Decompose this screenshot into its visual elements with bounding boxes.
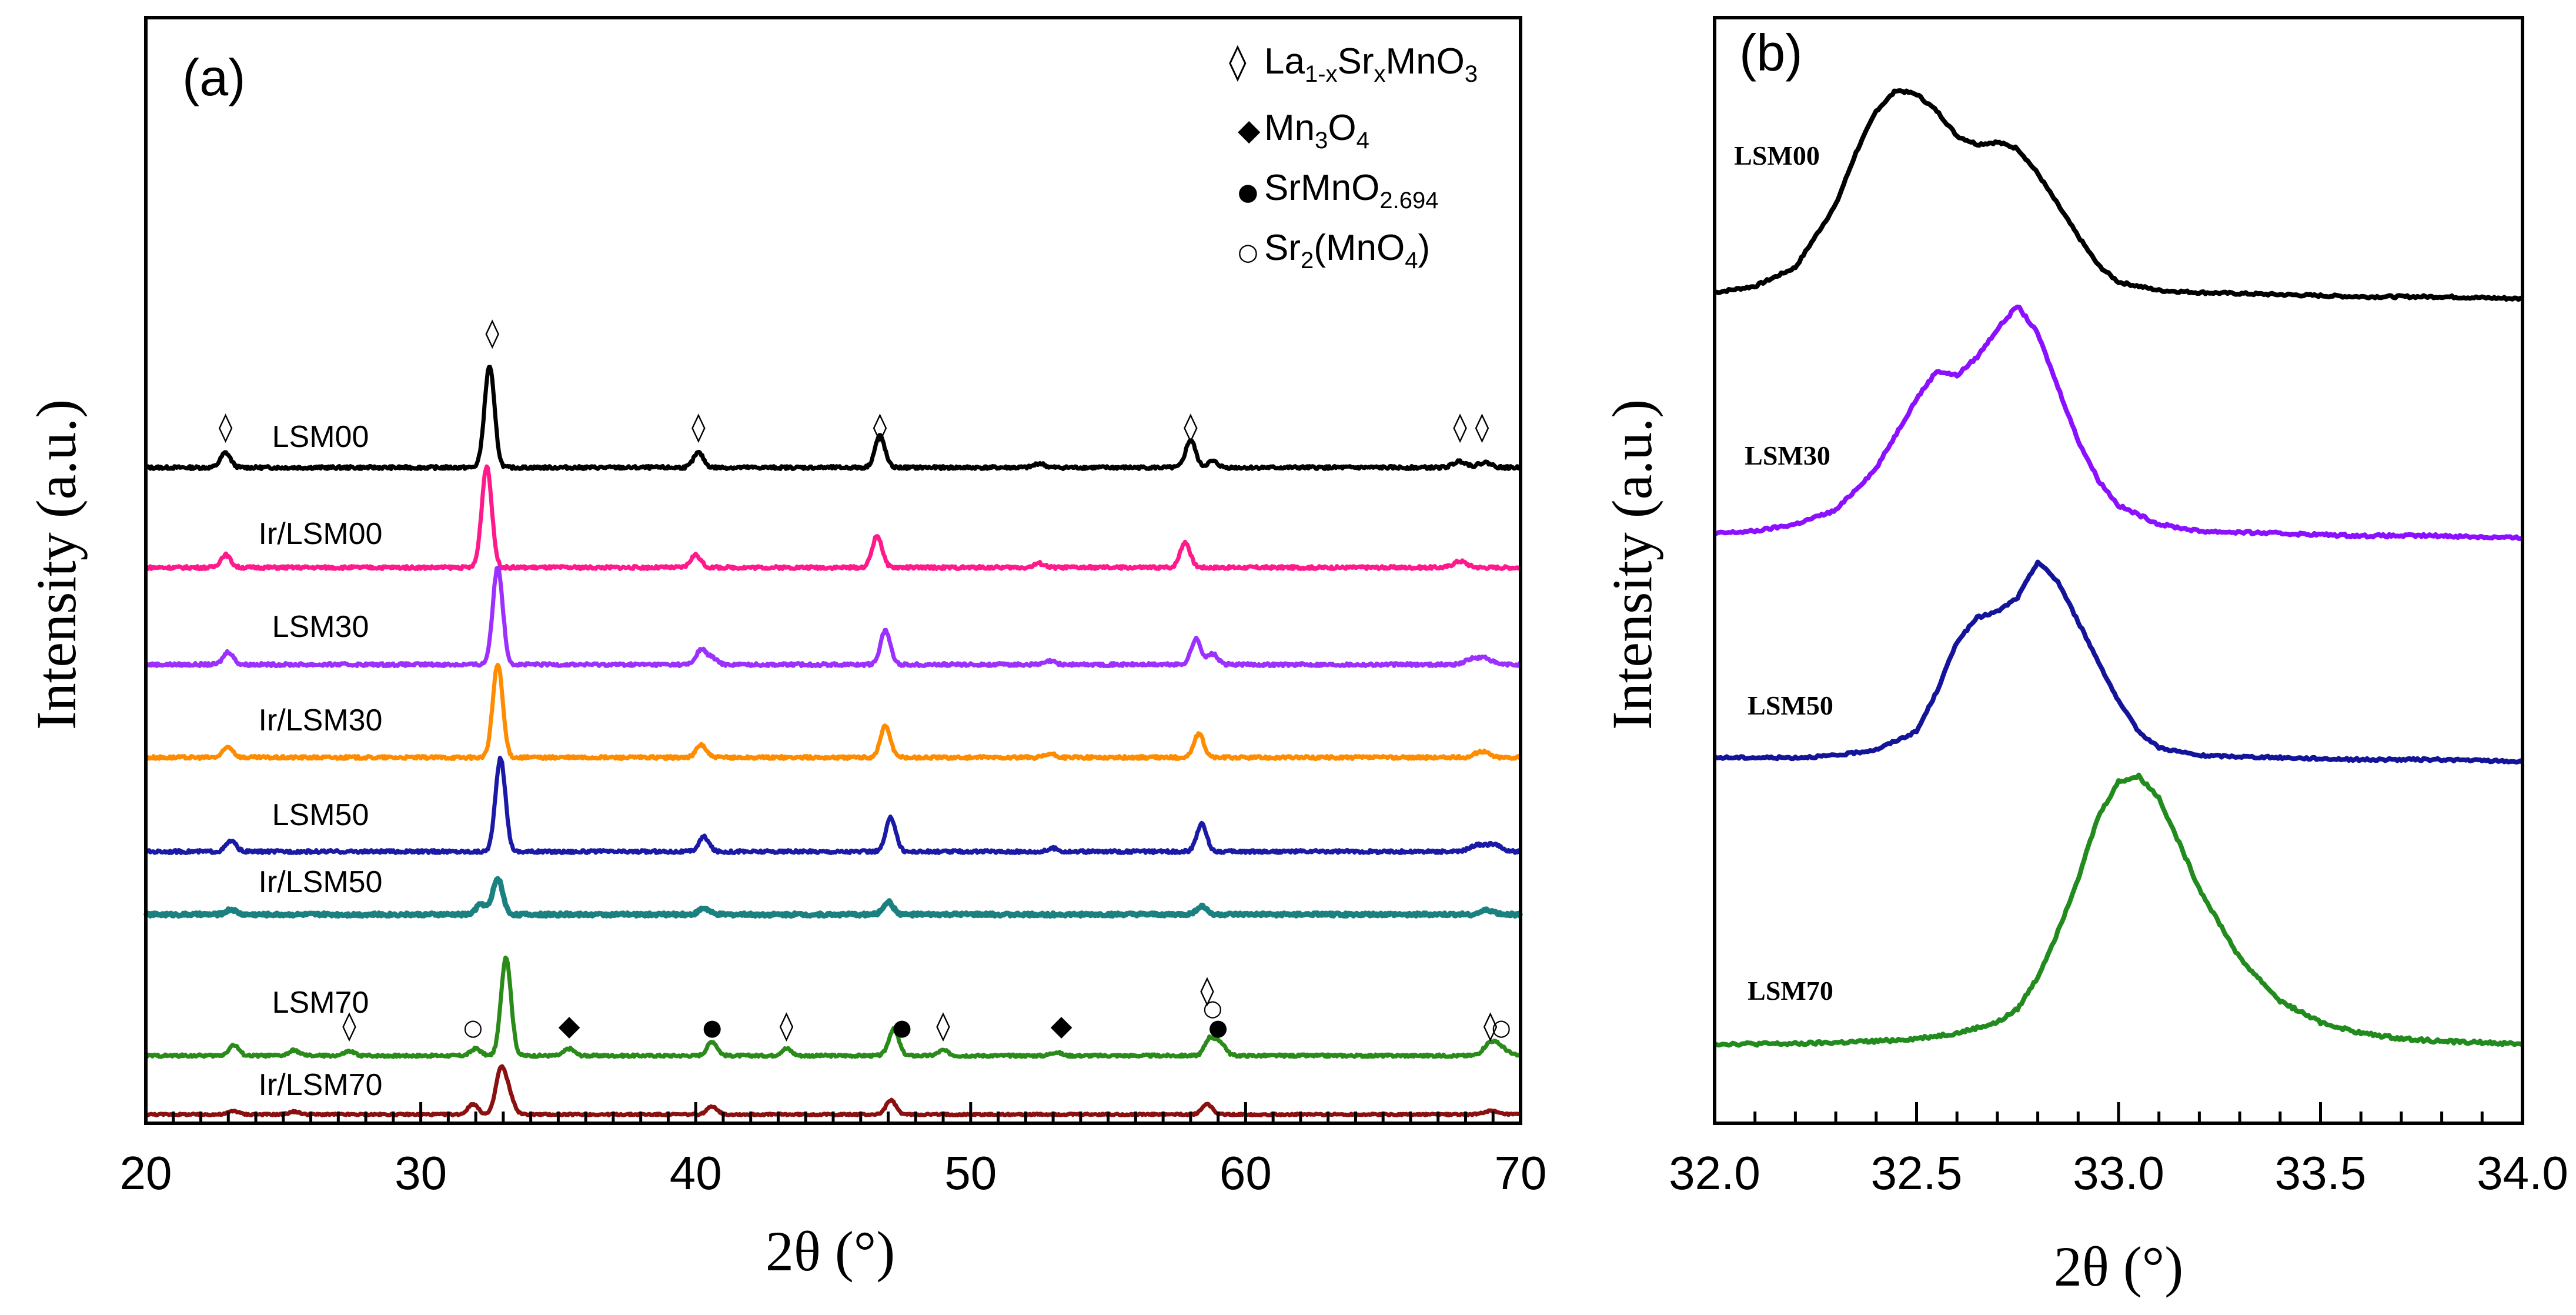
panel-a-legend: ◊ La1-xSrxMnO3 ◆ Mn3O4 ● SrMnO2.694 ○ Sr… bbox=[1229, 41, 1478, 273]
panel-b-x-tick-label: 33.5 bbox=[2275, 1147, 2367, 1199]
profile-line-lsm30 bbox=[1713, 304, 2524, 542]
phase-marker-open-circle-icon: ○ bbox=[1492, 1014, 1511, 1040]
panel-b-frame bbox=[1713, 16, 2524, 1125]
sample-label-a-ir-lsm50: Ir/LSM50 bbox=[259, 865, 383, 899]
legend-filled-circle-icon: ● bbox=[1238, 179, 1258, 206]
sample-label-b-lsm30: LSM30 bbox=[1745, 440, 1830, 470]
panel-a-series-group bbox=[143, 365, 1523, 1117]
sample-label-a-lsm70: LSM70 bbox=[272, 986, 369, 1020]
phase-marker-filled-circle-icon: ● bbox=[892, 1014, 911, 1040]
legend-entry-srmno: ● SrMnO2.694 bbox=[1238, 168, 1438, 213]
sample-label-a-lsm30: LSM30 bbox=[272, 610, 369, 644]
panel-a: LSM00 Ir/LSM00 LSM30 Ir/LSM30 LSM50 Ir/LSM50 L… bbox=[25, 16, 1547, 1283]
panel-a-y-axis-title: Intensity (a.u.) bbox=[25, 399, 88, 730]
legend-label-lsmo: La1-xSrxMnO3 bbox=[1264, 41, 1478, 87]
panel-a-x-tick-label: 60 bbox=[1219, 1147, 1272, 1199]
panel-b-x-tick-label: 34.0 bbox=[2477, 1147, 2568, 1199]
phase-marker-filled-diamond-icon: ◆ bbox=[559, 1009, 580, 1042]
phase-marker-open-diamond-icon: ◊ bbox=[1184, 410, 1198, 443]
pattern-line-lsm30 bbox=[144, 566, 1522, 668]
panel-a-x-tick-label: 40 bbox=[670, 1147, 722, 1199]
panel-a-label: (a) bbox=[182, 48, 246, 106]
sample-label-a-lsm00: LSM00 bbox=[272, 420, 369, 454]
sample-label-a-ir-lsm30: Ir/LSM30 bbox=[259, 703, 383, 737]
sample-label-b-lsm50: LSM50 bbox=[1748, 690, 1833, 720]
panel-a-x-tick-label: 50 bbox=[944, 1147, 997, 1199]
panel-a-x-tick-label: 30 bbox=[395, 1147, 447, 1199]
panel-b: LSM00 LSM30 LSM50 LSM70 32.0 32.5 33.0 33.5 34.… bbox=[1601, 16, 2568, 1298]
panel-b-x-ticks: 32.0 32.5 33.0 33.5 34.0 bbox=[1669, 1102, 2568, 1199]
phase-marker-open-diamond-icon: ◊ bbox=[1200, 974, 1214, 1007]
panel-b-x-tick-label: 32.5 bbox=[1871, 1147, 1963, 1199]
phase-marker-open-diamond-icon: ◊ bbox=[936, 1009, 950, 1042]
phase-marker-filled-circle-icon: ● bbox=[1208, 1014, 1228, 1040]
phase-marker-open-diamond-icon: ◊ bbox=[691, 410, 706, 443]
phase-marker-filled-diamond-icon: ◆ bbox=[1051, 1009, 1073, 1042]
profile-line-lsm70 bbox=[1714, 772, 2524, 1048]
pattern-line-ir-lsm30 bbox=[144, 663, 1522, 761]
legend-label-sr2mno4: Sr2(MnO4) bbox=[1264, 228, 1430, 273]
phase-marker-open-diamond-icon: ◊ bbox=[485, 316, 499, 349]
panel-b-x-tick-label: 33.0 bbox=[2073, 1147, 2164, 1199]
phase-marker-open-diamond-icon: ◊ bbox=[1475, 410, 1489, 443]
profile-line-lsm50 bbox=[1713, 559, 2524, 765]
panel-a-x-ticks: 20 30 40 50 60 70 bbox=[120, 1102, 1547, 1199]
legend-filled-diamond-icon: ◆ bbox=[1238, 113, 1261, 147]
pattern-line-ir-lsm50 bbox=[143, 876, 1523, 919]
panel-a-x-tick-label: 20 bbox=[120, 1147, 172, 1199]
sample-label-a-ir-lsm00: Ir/LSM00 bbox=[259, 517, 383, 551]
pattern-line-ir-lsm00 bbox=[145, 464, 1522, 571]
phase-marker-open-diamond-icon: ◊ bbox=[219, 410, 233, 443]
sample-label-a-lsm50: LSM50 bbox=[272, 798, 369, 832]
legend-open-diamond-icon: ◊ bbox=[1229, 41, 1247, 82]
phase-marker-open-diamond-icon: ◊ bbox=[1453, 410, 1467, 443]
phase-marker-open-circle-icon: ○ bbox=[463, 1014, 483, 1040]
panel-b-y-axis-title: Intensity (a.u.) bbox=[1601, 399, 1663, 730]
legend-label-mn3o4: Mn3O4 bbox=[1264, 108, 1369, 153]
panel-b-label: (b) bbox=[1739, 24, 1803, 82]
legend-label-srmno: SrMnO2.694 bbox=[1264, 168, 1438, 213]
panel-a-sample-labels: LSM00 Ir/LSM00 LSM30 Ir/LSM30 LSM50 Ir/LSM50 L… bbox=[259, 420, 383, 1102]
pattern-line-lsm70 bbox=[143, 955, 1522, 1059]
phase-marker-open-diamond-icon: ◊ bbox=[1484, 1009, 1498, 1042]
sample-label-a-ir-lsm70: Ir/LSM70 bbox=[259, 1068, 383, 1102]
phase-marker-open-diamond-icon: ◊ bbox=[873, 410, 887, 443]
panel-a-x-axis-title: 2θ (°) bbox=[766, 1220, 895, 1283]
phase-marker-open-diamond-icon: ◊ bbox=[780, 1009, 794, 1042]
phase-marker-filled-circle-icon: ● bbox=[703, 1014, 722, 1040]
legend-entry-mn3o4: ◆ Mn3O4 bbox=[1238, 108, 1369, 153]
panel-a-x-tick-label: 70 bbox=[1495, 1147, 1547, 1199]
phase-marker-open-diamond-icon: ◊ bbox=[342, 1009, 356, 1042]
legend-open-circle-icon: ○ bbox=[1238, 239, 1258, 266]
panel-b-x-axis-title: 2θ (°) bbox=[2054, 1235, 2183, 1298]
panel-b-series-group bbox=[1713, 88, 2524, 1048]
sample-label-b-lsm00: LSM00 bbox=[1734, 141, 1820, 171]
panel-a-phase-markers: ◊◊◊ ◊ ◊ ◊ ◊◊ ○ ◆ ● ◊ ● ◊ ◆◊○● ◊○ bbox=[219, 316, 1511, 1042]
profile-line-lsm00 bbox=[1714, 88, 2524, 302]
phase-marker-open-circle-icon: ○ bbox=[1203, 995, 1222, 1021]
panel-b-sample-labels: LSM00 LSM30 LSM50 LSM70 bbox=[1734, 141, 1833, 1006]
pattern-line-lsm50 bbox=[143, 756, 1522, 855]
panel-b-x-tick-label: 32.0 bbox=[1669, 1147, 1760, 1199]
legend-entry-sr2mno4: ○ Sr2(MnO4) bbox=[1238, 228, 1430, 273]
pattern-line-lsm00 bbox=[145, 365, 1522, 471]
legend-entry-lsmo: ◊ La1-xSrxMnO3 bbox=[1229, 41, 1478, 87]
sample-label-b-lsm70: LSM70 bbox=[1748, 976, 1833, 1006]
